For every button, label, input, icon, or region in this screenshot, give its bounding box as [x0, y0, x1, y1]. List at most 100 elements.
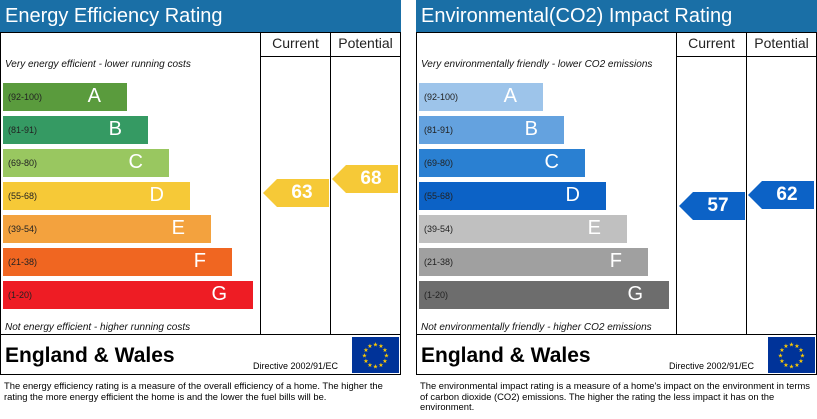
band-letter: D [149, 184, 164, 206]
band-range-label: (92-100) [424, 92, 459, 102]
band-range-label: (69-80) [8, 158, 38, 168]
flag-star: ★ [382, 358, 387, 365]
band-b: (81-91) B [3, 116, 148, 144]
flag-star: ★ [367, 343, 372, 350]
energy-panel-title: Energy Efficiency Rating [0, 0, 401, 32]
flag-star: ★ [798, 347, 803, 354]
flag-star: ★ [373, 342, 378, 349]
current-column-header: Current [688, 35, 735, 51]
current-rating-arrow: 63 [263, 179, 329, 207]
footer-title: England & Wales [421, 344, 591, 367]
directive-label: Directive 2002/91/EC [669, 361, 755, 371]
band-d: (55-68) D [3, 182, 190, 210]
divider [1, 334, 400, 335]
band-e: (39-54) E [3, 215, 211, 243]
band-c: (69-80) C [3, 149, 169, 177]
band-range-label: (81-91) [424, 125, 454, 135]
band-range-label: (39-54) [8, 224, 38, 234]
potential-rating-arrow: 68 [332, 165, 398, 193]
directive-label: Directive 2002/91/EC [253, 361, 339, 371]
band-letter: C [128, 151, 143, 173]
flag-star: ★ [783, 362, 788, 369]
band-letter: G [211, 283, 227, 305]
potential-rating-value: 62 [776, 184, 798, 205]
energy-rating-panel: Energy Efficiency Rating Current Potenti… [0, 0, 401, 419]
band-range-label: (55-68) [424, 191, 454, 201]
flag-star: ★ [789, 342, 794, 349]
band-range-label: (39-54) [424, 224, 454, 234]
environmental-rating-panel: Environmental(CO2) Impact Rating Current… [416, 0, 817, 419]
band-letter: G [627, 283, 643, 305]
bottom-note: Not environmentally friendly - higher CO… [421, 322, 652, 333]
environmental-chart-frame: Current Potential Very environmentally f… [416, 32, 817, 375]
flag-star: ★ [384, 353, 389, 360]
flag-star: ★ [800, 353, 805, 360]
top-note: Very energy efficient - lower running co… [5, 59, 191, 70]
band-g: (1-20) G [3, 281, 253, 309]
band-d: (55-68) D [419, 182, 606, 210]
band-a: (92-100) A [3, 83, 127, 111]
band-range-label: (92-100) [8, 92, 43, 102]
flag-star: ★ [363, 347, 368, 354]
top-note: Very environmentally friendly - lower CO… [421, 59, 653, 70]
flag-star: ★ [798, 358, 803, 365]
band-letter: E [171, 217, 185, 239]
flag-star: ★ [378, 343, 383, 350]
flag-star: ★ [778, 353, 783, 360]
band-range-label: (1-20) [8, 290, 33, 300]
energy-chart-frame: Current Potential Very energy efficient … [0, 32, 401, 375]
divider [676, 56, 816, 57]
band-c: (69-80) C [419, 149, 585, 177]
flag-star: ★ [794, 362, 799, 369]
band-g: (1-20) G [419, 281, 669, 309]
band-letter: A [87, 85, 101, 107]
rating-description: The environmental impact rating is a mea… [420, 380, 810, 412]
bottom-note: Not energy efficient - higher running co… [5, 322, 191, 333]
flag-star: ★ [382, 347, 387, 354]
flag-star: ★ [783, 343, 788, 350]
environmental-panel-title: Environmental(CO2) Impact Rating [416, 0, 817, 32]
eu-flag-icon: ★ ★ ★ ★ ★ ★ ★ ★ ★ ★ ★ ★ [352, 337, 399, 373]
flag-star: ★ [779, 347, 784, 354]
potential-rating-value: 68 [360, 168, 382, 189]
band-e: (39-54) E [419, 215, 627, 243]
potential-rating-arrow: 62 [748, 181, 814, 209]
flag-star: ★ [362, 353, 367, 360]
band-a: (92-100) A [419, 83, 543, 111]
band-range-label: (21-38) [8, 257, 38, 267]
band-f: (21-38) F [3, 248, 232, 276]
band-letter: A [503, 85, 517, 107]
divider [330, 33, 331, 334]
band-letter: D [565, 184, 580, 206]
current-rating-value: 63 [291, 182, 313, 203]
potential-column-header: Potential [754, 35, 809, 51]
footer-title: England & Wales [5, 344, 175, 367]
band-f: (21-38) F [419, 248, 648, 276]
divider [676, 33, 677, 334]
flag-star: ★ [789, 364, 794, 371]
band-range-label: (21-38) [424, 257, 454, 267]
potential-column-header: Potential [338, 35, 393, 51]
band-letter: C [544, 151, 559, 173]
flag-star: ★ [363, 358, 368, 365]
band-letter: B [524, 118, 538, 140]
band-range-label: (81-91) [8, 125, 38, 135]
divider [746, 33, 747, 334]
flag-star: ★ [373, 364, 378, 371]
band-range-label: (55-68) [8, 191, 38, 201]
flag-star: ★ [779, 358, 784, 365]
divider [260, 56, 400, 57]
divider [260, 33, 261, 334]
band-range-label: (69-80) [424, 158, 454, 168]
rating-description: The energy efficiency rating is a measur… [4, 380, 383, 402]
band-letter: F [193, 250, 206, 272]
band-range-label: (1-20) [424, 290, 449, 300]
current-rating-value: 57 [707, 195, 729, 216]
flag-star: ★ [378, 362, 383, 369]
band-letter: B [108, 118, 122, 140]
band-b: (81-91) B [419, 116, 564, 144]
flag-star: ★ [794, 343, 799, 350]
flag-star: ★ [367, 362, 372, 369]
current-column-header: Current [272, 35, 319, 51]
band-letter: F [609, 250, 622, 272]
